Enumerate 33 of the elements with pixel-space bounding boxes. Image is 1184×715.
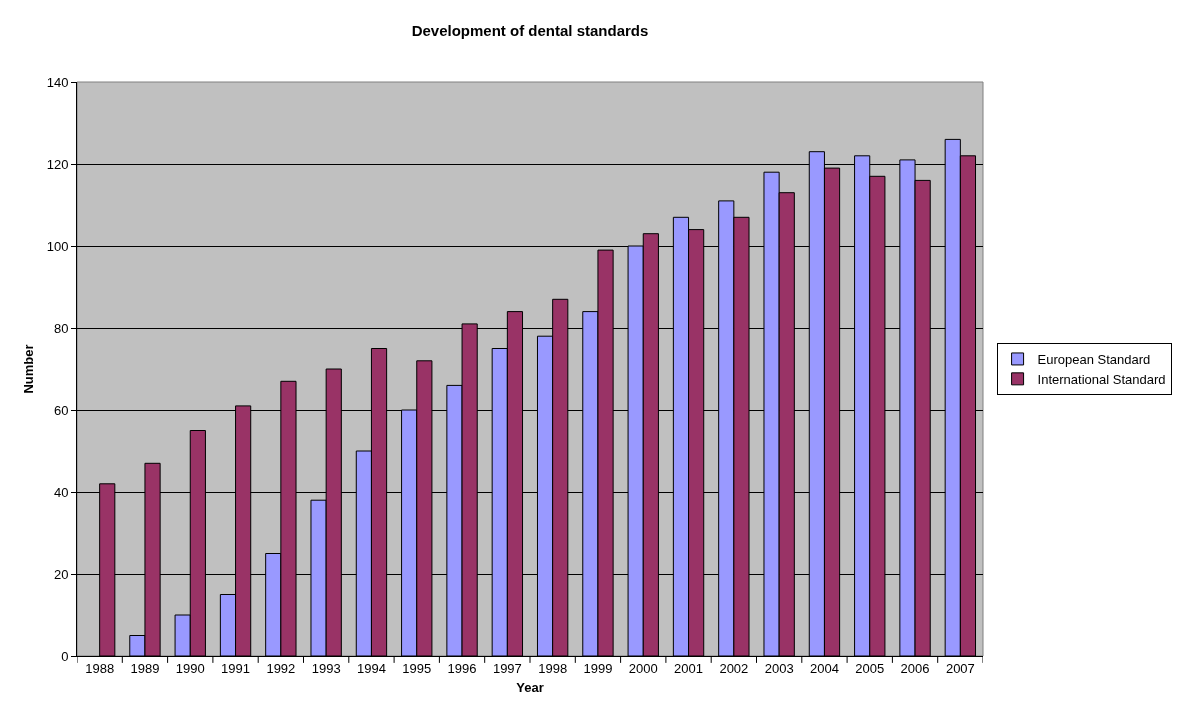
x-tick-label: 1992: [266, 660, 296, 676]
y-tick-label: 0: [61, 648, 69, 664]
y-tick-label: 20: [53, 566, 69, 582]
y-tick-label: 140: [46, 74, 69, 90]
x-tick-label: 2000: [628, 660, 658, 676]
y-tick-label: 60: [53, 402, 69, 418]
x-tick-label: 1988: [85, 660, 115, 676]
x-tick-label: 1999: [583, 660, 613, 676]
x-tick-label: 1995: [402, 660, 432, 676]
x-tick-label: 2002: [719, 660, 749, 676]
chart-title: Development of dental standards: [411, 21, 649, 39]
x-tick-label: 1993: [311, 660, 341, 676]
x-tick-label: 2005: [855, 660, 885, 676]
x-tick-label: 2007: [945, 660, 975, 676]
legend-label: European Standard: [1037, 352, 1151, 368]
y-tick-label: 120: [46, 156, 69, 172]
x-tick-label: 1997: [492, 660, 522, 676]
x-tick-label: 1991: [221, 660, 251, 676]
x-tick-label: 1990: [175, 660, 205, 676]
y-tick-label: 80: [53, 320, 69, 336]
x-tick-label: 1996: [447, 660, 477, 676]
y-tick-label: 100: [46, 238, 69, 254]
x-axis-title: Year: [516, 680, 544, 696]
x-tick-label: 2006: [900, 660, 930, 676]
x-tick-label: 1998: [538, 660, 568, 676]
x-tick-label: 2003: [764, 660, 794, 676]
y-tick-label: 40: [53, 484, 69, 500]
legend-label: International Standard: [1037, 371, 1166, 387]
x-tick-label: 1989: [130, 660, 160, 676]
x-tick-label: 2001: [674, 660, 704, 676]
x-tick-label: 1994: [356, 660, 386, 676]
x-tick-label: 2004: [809, 660, 839, 676]
y-axis-title: Number: [20, 344, 36, 394]
